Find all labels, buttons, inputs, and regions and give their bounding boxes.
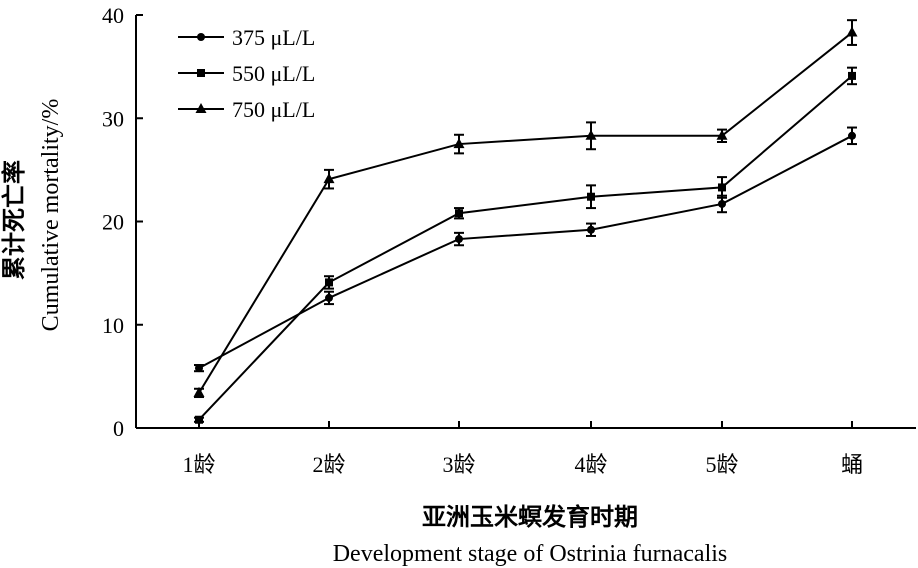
legend-label: 375 μL/L	[232, 25, 315, 50]
data-point	[455, 235, 463, 244]
legend-item-2: 750 μL/L	[178, 97, 315, 122]
data-point	[195, 415, 203, 424]
data-point	[718, 199, 726, 208]
y-axis-title-cn: 累计死亡率	[0, 160, 28, 280]
data-point	[587, 192, 595, 201]
x-tick-label: 5龄	[705, 452, 738, 477]
legend-marker	[197, 33, 205, 41]
x-axis-title-en: Development stage of Ostrinia furnacalis	[333, 541, 728, 567]
data-point	[325, 293, 333, 302]
y-tick-label: 40	[102, 3, 124, 28]
y-tick-label: 10	[102, 313, 124, 338]
x-tick-label: 3龄	[442, 452, 475, 477]
x-tick-label: 2龄	[312, 452, 345, 477]
axes: 0 10 20 30 40 1龄 2龄 3龄 4龄 5龄 蛹	[102, 3, 916, 477]
data-point	[193, 386, 205, 397]
x-tick-label: 4龄	[574, 452, 607, 477]
x-tick-label: 蛹	[841, 452, 863, 477]
data-point	[587, 225, 595, 234]
data-point	[453, 138, 465, 149]
legend-item-0: 375 μL/L	[178, 25, 315, 50]
legend-item-1: 550 μL/L	[178, 61, 315, 86]
x-tick-label: 1龄	[182, 452, 215, 477]
data-point	[585, 129, 597, 140]
series-line	[198, 75, 853, 421]
legend-label: 750 μL/L	[232, 97, 315, 122]
data-point	[455, 209, 463, 218]
series-line	[198, 31, 853, 394]
data-point	[846, 26, 858, 37]
data-point	[848, 71, 856, 80]
data-point	[848, 131, 856, 140]
legend-marker	[195, 103, 207, 113]
series-0	[194, 126, 857, 373]
y-tick-label: 30	[102, 106, 124, 131]
y-tick-label: 0	[113, 416, 124, 441]
legend-label: 550 μL/L	[232, 61, 315, 86]
y-tick-label: 20	[102, 210, 124, 235]
data-point	[195, 364, 203, 373]
data-point	[323, 173, 335, 184]
series-line	[198, 134, 853, 369]
data-point	[716, 129, 728, 140]
data-point	[325, 278, 333, 287]
legend-marker	[197, 69, 205, 77]
y-axis-title-en: Cumulative mortality/%	[38, 99, 64, 332]
series-layer	[193, 19, 858, 424]
legend: 375 μL/L 550 μL/L 750 μL/L	[178, 25, 315, 122]
series-1	[194, 66, 857, 424]
x-axis-title-cn: 亚洲玉米螟发育时期	[422, 503, 638, 531]
series-2	[193, 19, 858, 399]
data-point	[718, 183, 726, 192]
